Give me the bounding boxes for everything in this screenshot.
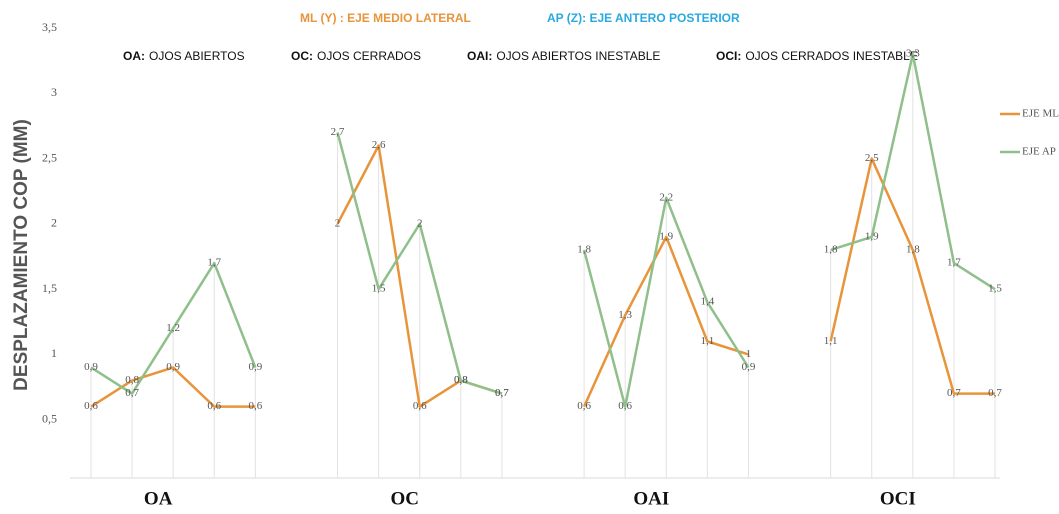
value-label: 0,6 xyxy=(618,400,632,412)
annotation: OC: OJOS CERRADOS xyxy=(291,49,421,63)
value-label: 0,8 xyxy=(125,374,139,386)
value-label: 3,3 xyxy=(906,48,920,60)
y-tick-label: 3 xyxy=(51,85,57,99)
y-axis-label: DESPLAZAMIENTO COP (MM) xyxy=(11,119,32,391)
value-label: 1,9 xyxy=(865,230,879,242)
value-label: 2 xyxy=(335,217,341,229)
y-tick-label: 0,5 xyxy=(42,411,57,425)
value-label: 0,6 xyxy=(577,400,591,412)
value-label: 0,9 xyxy=(248,361,262,373)
value-label: 0,6 xyxy=(207,400,221,412)
annotation-text: OJOS ABIERTOS INESTABLE xyxy=(496,49,660,63)
value-label: 1,8 xyxy=(824,244,838,256)
value-label: 0,9 xyxy=(166,361,180,373)
annotation-key: OA: xyxy=(123,49,145,63)
header-text: ML (Y) : EJE MEDIO LATERAL xyxy=(300,11,471,25)
x-tick-label: OAI xyxy=(633,488,669,509)
value-label: 1,5 xyxy=(988,283,1002,295)
value-label: 2,6 xyxy=(372,139,386,151)
value-label: 0,6 xyxy=(84,400,98,412)
annotation-key: OC: xyxy=(291,49,313,63)
value-label: 1,4 xyxy=(700,296,714,308)
value-label: 0,6 xyxy=(248,400,262,412)
value-label: 1,5 xyxy=(372,283,386,295)
value-label: 0,9 xyxy=(742,361,756,373)
x-tick-label: OC xyxy=(390,488,419,509)
annotation-key: OAI: xyxy=(467,49,492,63)
annotation: OA: OJOS ABIERTOS xyxy=(123,49,245,63)
x-tick-label: OCI xyxy=(880,488,916,509)
value-label: 1,8 xyxy=(577,244,591,256)
value-label: 1,1 xyxy=(824,335,838,347)
annotation-text: OJOS ABIERTOS xyxy=(149,49,245,63)
value-label: 1,2 xyxy=(166,322,180,334)
y-tick-label: 1 xyxy=(51,346,57,360)
value-label: 0,7 xyxy=(495,387,509,399)
value-label: 2 xyxy=(417,217,423,229)
y-tick-label: 2,5 xyxy=(42,150,57,164)
value-label: 1,9 xyxy=(659,230,673,242)
value-label: 1,7 xyxy=(207,257,221,269)
value-label: 0,6 xyxy=(413,400,427,412)
value-label: 0,9 xyxy=(84,361,98,373)
value-label: 0,7 xyxy=(988,387,1002,399)
value-label: 2,5 xyxy=(865,152,879,164)
value-label: 0,8 xyxy=(454,374,468,386)
value-label: 0,8 xyxy=(454,374,468,386)
series-line xyxy=(90,52,996,408)
value-label: 1,7 xyxy=(947,257,961,269)
y-tick-label: 1,5 xyxy=(42,281,57,295)
value-label: 0,7 xyxy=(495,387,509,399)
value-label: 1,1 xyxy=(700,335,714,347)
value-label: 1,3 xyxy=(618,309,632,321)
value-label: 1,8 xyxy=(906,244,920,256)
annotation-key: OCI: xyxy=(716,49,741,63)
value-label: 2,2 xyxy=(659,191,673,203)
series-line xyxy=(90,144,995,408)
y-tick-label: 2 xyxy=(51,216,57,230)
annotation: OCI: OJOS CERRADOS INESTABLE xyxy=(716,49,918,63)
x-tick-label: OA xyxy=(144,488,173,509)
y-tick-label: 3,5 xyxy=(42,20,57,34)
value-label: 0,7 xyxy=(125,387,139,399)
annotation: OAI: OJOS ABIERTOS INESTABLE xyxy=(467,49,660,63)
value-label: 0,7 xyxy=(947,387,961,399)
value-label: 1 xyxy=(746,348,752,360)
annotation-text: OJOS CERRADOS INESTABLE xyxy=(745,49,917,63)
header-text: AP (Z): EJE ANTERO POSTERIOR xyxy=(547,11,740,25)
value-label: 2,7 xyxy=(331,126,345,138)
legend-label: EJE ML xyxy=(1022,108,1059,120)
annotation-text: OJOS CERRADOS xyxy=(317,49,421,63)
legend-label: EJE AP xyxy=(1022,146,1056,158)
